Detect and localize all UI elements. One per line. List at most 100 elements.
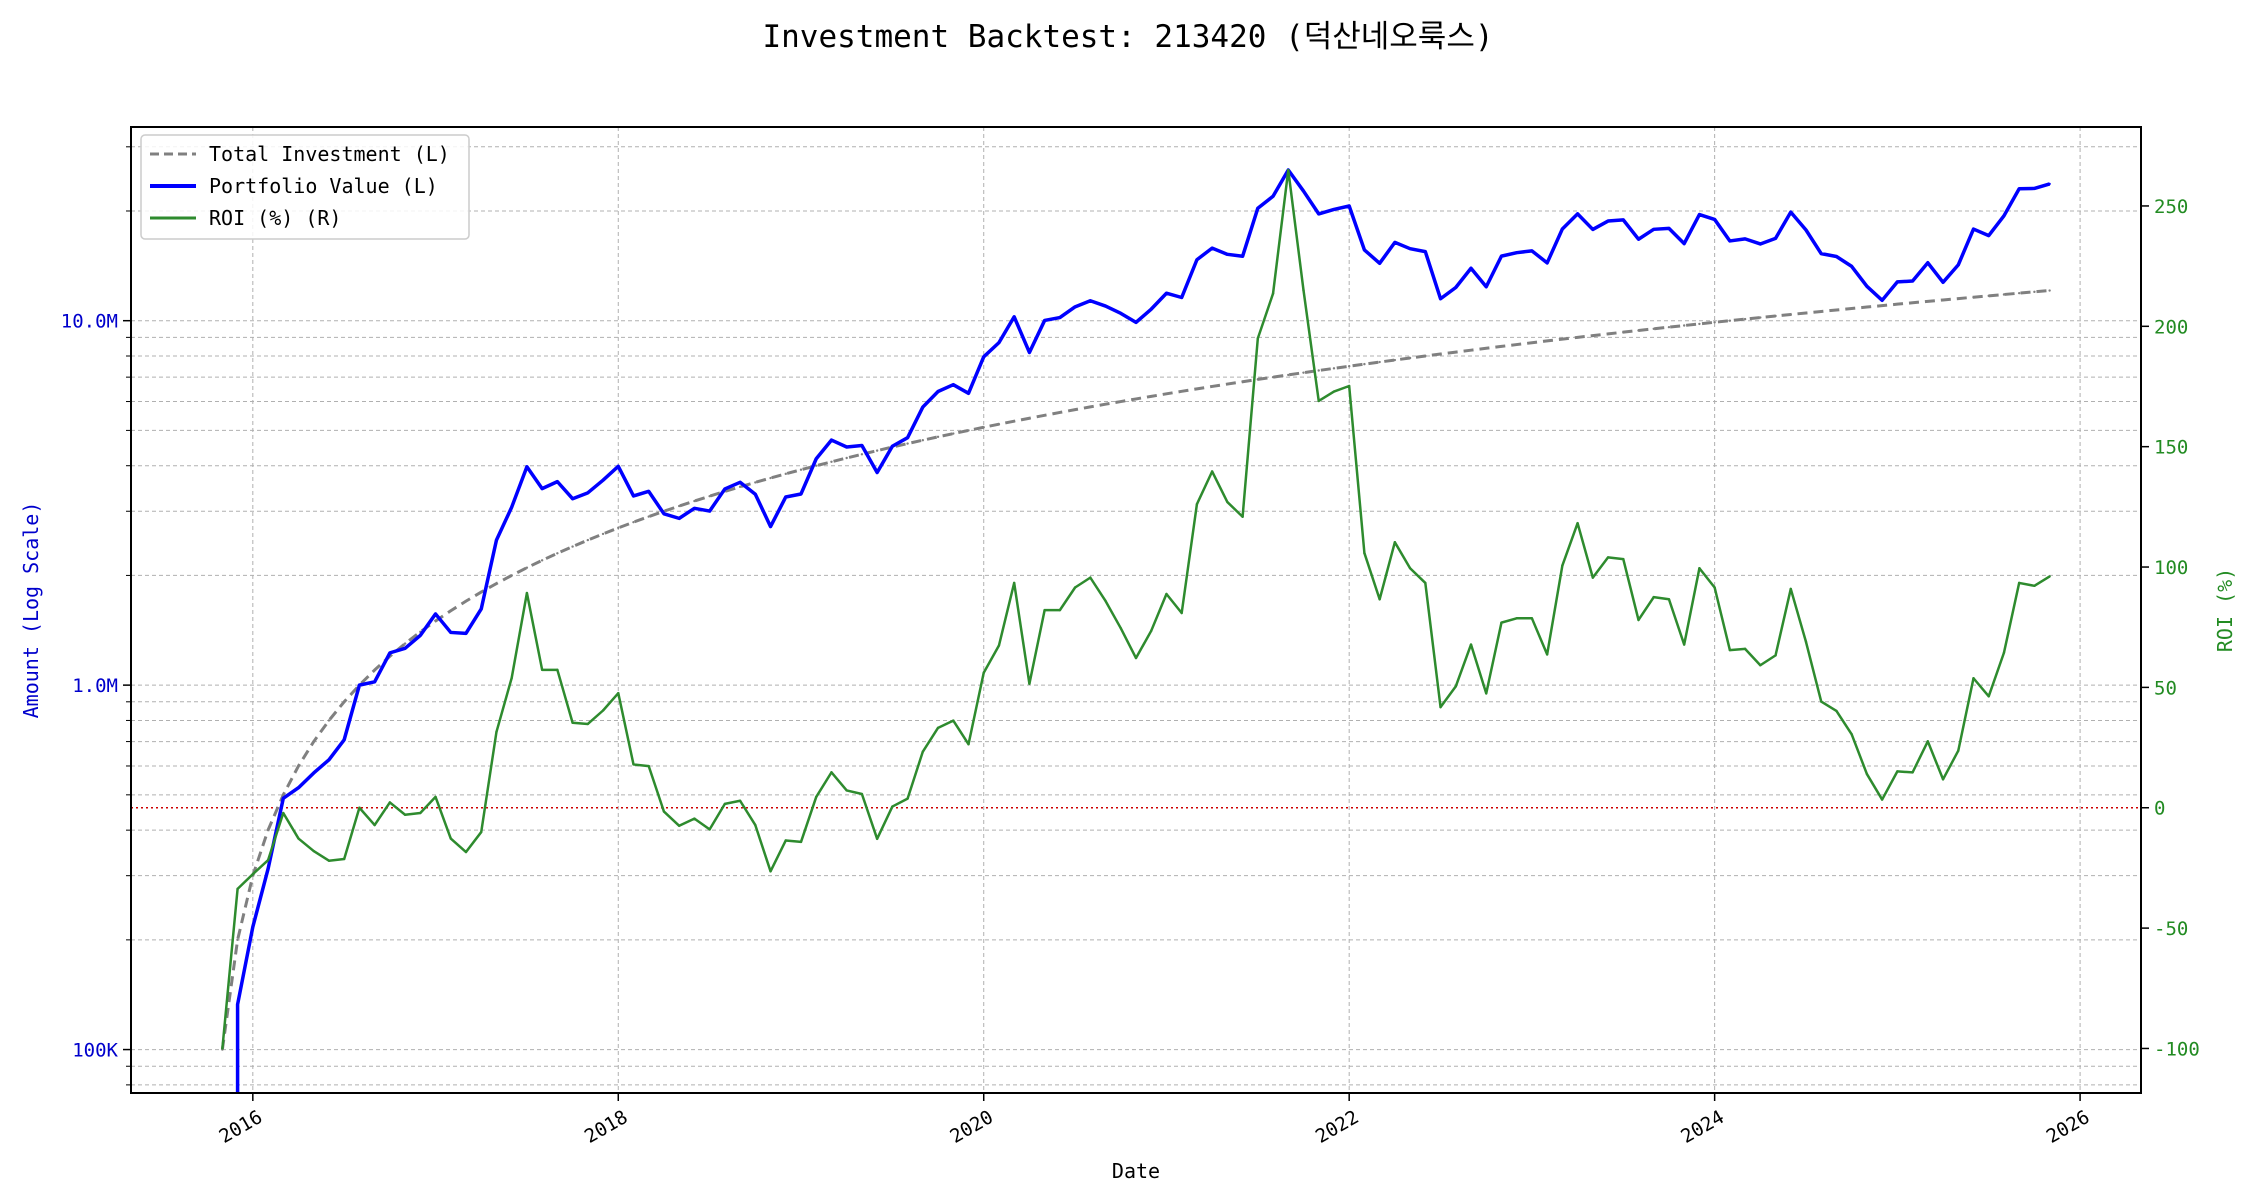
roi-point	[236, 887, 239, 891]
roi-point	[449, 837, 452, 840]
portfolio-value-point	[1911, 279, 1914, 283]
roi-point	[1089, 576, 1092, 579]
total-investment-point	[708, 494, 711, 498]
portfolio-value-point	[1728, 239, 1732, 243]
total-investment-point	[1545, 339, 1549, 343]
portfolio-value-point	[1743, 237, 1747, 241]
roi-point	[1485, 692, 1488, 695]
total-investment-point	[1987, 294, 1990, 298]
total-investment-point	[1682, 324, 1686, 327]
total-investment-point	[830, 460, 833, 464]
roi-point	[1271, 292, 1275, 295]
portfolio-value-point	[662, 512, 666, 515]
total-investment-point	[1195, 387, 1199, 391]
roi-point	[1652, 595, 1655, 599]
roi-point	[1865, 772, 1869, 776]
portfolio-value-point	[556, 480, 559, 483]
portfolio-value-point	[1043, 319, 1046, 322]
roi-point	[1713, 586, 1716, 589]
total-investment-point	[921, 438, 925, 442]
total-investment-point	[601, 532, 605, 536]
roi-point	[1469, 643, 1473, 646]
roi-point	[1241, 515, 1244, 518]
total-investment-point	[1789, 313, 1792, 316]
total-investment-point	[1317, 369, 1320, 372]
portfolio-value-point	[1561, 227, 1564, 231]
total-investment-point	[1591, 334, 1595, 337]
portfolio-value-point	[1393, 241, 1397, 244]
portfolio-value-point	[1835, 255, 1838, 258]
portfolio-value-point	[875, 471, 879, 474]
portfolio-value-point	[1682, 242, 1686, 245]
portfolio-value-point	[525, 465, 529, 468]
roi-point	[830, 771, 833, 774]
portfolio-value-point	[1134, 321, 1138, 324]
roi-point	[1028, 682, 1031, 685]
roi-point	[1591, 576, 1595, 579]
portfolio-value-point	[632, 494, 635, 498]
portfolio-value-point	[2017, 187, 2021, 190]
portfolio-value-point	[312, 771, 315, 775]
roi-point	[1545, 653, 1549, 656]
portfolio-value-point	[1454, 286, 1457, 289]
portfolio-value-point	[1058, 316, 1062, 319]
roi-point	[1302, 289, 1305, 292]
roi-point	[556, 668, 559, 672]
roi-point	[1820, 700, 1823, 703]
portfolio-value-point	[1606, 219, 1610, 223]
roi-point	[297, 837, 300, 840]
total-investment-point	[1104, 403, 1107, 406]
total-investment-point	[1530, 341, 1534, 344]
roi-point	[1515, 617, 1518, 620]
portfolio-value-point	[1195, 258, 1199, 261]
portfolio-value-point	[967, 392, 970, 395]
portfolio-value-point	[449, 631, 452, 634]
total-investment-point	[769, 476, 772, 480]
total-investment-point	[1576, 336, 1579, 339]
total-investment-point	[1454, 350, 1457, 354]
roi-point	[388, 801, 392, 804]
legend: Total Investment (L) Portfolio Value (L)…	[140, 134, 470, 240]
portfolio-value-point	[1713, 218, 1716, 221]
roi-point	[860, 792, 864, 796]
portfolio-value-point	[358, 683, 361, 687]
roi-point	[738, 799, 742, 802]
legend-box	[140, 134, 470, 240]
roi-point	[358, 806, 361, 809]
roi-point	[1165, 592, 1168, 596]
roi-point	[1393, 541, 1397, 544]
portfolio-value-point	[464, 632, 468, 635]
total-investment-point	[1393, 358, 1397, 362]
total-investment-point	[1408, 356, 1412, 360]
roi-point	[1728, 648, 1732, 652]
total-investment-point	[1073, 408, 1077, 411]
portfolio-value-point	[297, 786, 300, 789]
total-investment-point	[906, 442, 909, 445]
total-investment-point	[1165, 392, 1168, 396]
portfolio-value-point	[2048, 182, 2051, 186]
roi-point	[1332, 390, 1336, 393]
portfolio-value-point	[1271, 195, 1275, 198]
roi-point	[1926, 740, 1930, 743]
y-right-tick-label: -100	[2154, 1038, 2200, 1060]
roi-point	[312, 849, 315, 853]
roi-point	[952, 719, 955, 722]
y-right-tick-label: 0	[2154, 798, 2165, 820]
roi-point	[1850, 733, 1853, 736]
roi-point	[1880, 798, 1884, 801]
portfolio-value-point	[251, 925, 255, 929]
roi-point	[601, 709, 605, 712]
portfolio-value-point	[1165, 292, 1168, 295]
portfolio-value-point	[1865, 285, 1869, 288]
x-tick-label: 2022	[1312, 1106, 1363, 1148]
y-right-tick-label: 100	[2154, 557, 2188, 579]
portfolio-value-point	[1652, 228, 1655, 231]
roi-point	[480, 830, 483, 834]
roi-point	[1134, 656, 1138, 660]
portfolio-value-point	[236, 1142, 238, 1144]
x-tick-label: 2016	[215, 1106, 266, 1148]
total-investment-point	[1241, 380, 1244, 383]
portfolio-value-point	[677, 517, 681, 520]
portfolio-value-point	[617, 465, 620, 468]
